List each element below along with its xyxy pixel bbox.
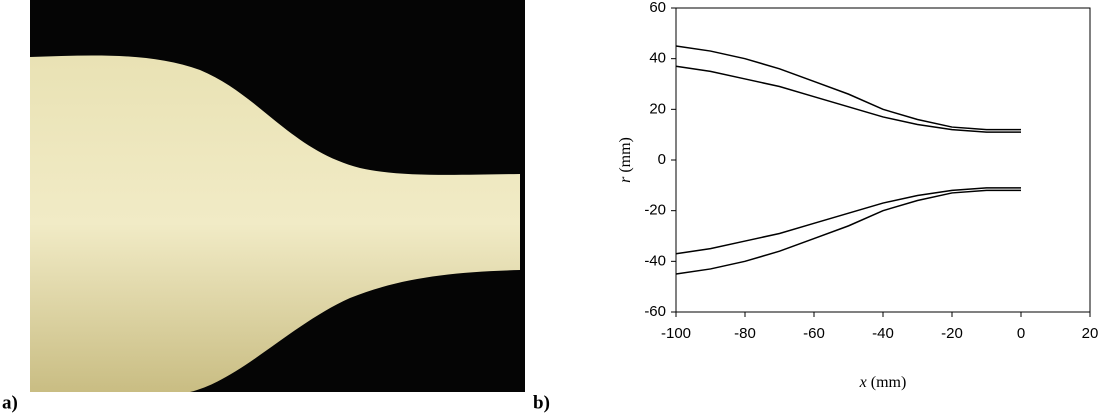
x-tick-label: -60 [803, 325, 825, 342]
line-series [676, 46, 1021, 130]
figure: a) b) x (mm) r (mm) -60 -40 -20 0 20 40 60 -100… [0, 0, 1099, 415]
panel-label: b) [533, 392, 550, 413]
plot-frame [676, 8, 1090, 312]
line-series [676, 190, 1021, 274]
x-tick-label: 20 [1082, 325, 1099, 342]
x-tick-label: -20 [941, 325, 963, 342]
y-tick-label: -60 [644, 303, 666, 320]
x-axis-label: x (mm) [859, 374, 907, 391]
y-tick-label: 20 [649, 100, 666, 117]
panel-label: a) [2, 392, 18, 413]
x-axis-symbol: x [859, 374, 867, 391]
y-axis-symbol: r [617, 176, 634, 183]
line-series [676, 188, 1021, 254]
x-tick-label: -100 [661, 325, 691, 342]
y-tick-label: -20 [644, 202, 666, 219]
y-tick-label: 40 [649, 50, 666, 67]
x-tick-label: 0 [1017, 325, 1025, 342]
line-series [676, 66, 1021, 132]
x-tick-label: -40 [872, 325, 894, 342]
y-axis-unit: (mm) [617, 137, 634, 173]
y-tick-label: -40 [644, 252, 666, 269]
y-axis-label: r (mm) [617, 137, 634, 183]
photo [30, 0, 525, 392]
x-tick-label: -80 [734, 325, 756, 342]
x-axis-unit: (mm) [871, 374, 907, 391]
y-tick-label: 0 [658, 151, 666, 168]
y-tick-label: 60 [649, 0, 666, 16]
